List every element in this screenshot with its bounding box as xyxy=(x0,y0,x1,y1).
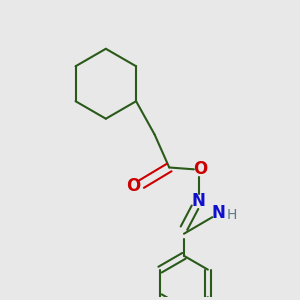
Text: O: O xyxy=(126,177,141,195)
Text: H: H xyxy=(226,208,237,222)
Text: N: N xyxy=(192,192,206,210)
Text: N: N xyxy=(212,205,226,223)
Text: O: O xyxy=(194,160,208,178)
